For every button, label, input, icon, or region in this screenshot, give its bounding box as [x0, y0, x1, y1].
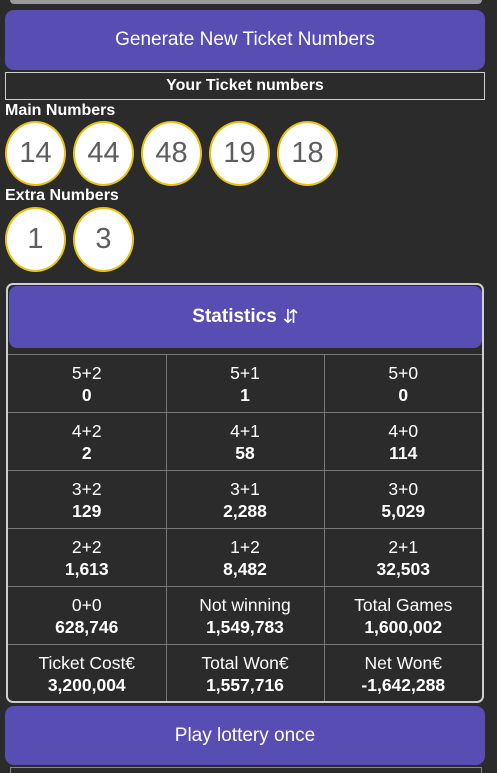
- stat-cell: 3+0 5,029: [323, 470, 482, 529]
- sort-arrows-icon: ⇵: [282, 306, 299, 328]
- table-row: Ticket Cost€ 3,200,004 Total Won€ 1,557,71…: [8, 644, 482, 701]
- statistics-title: Statistics: [192, 306, 277, 327]
- stat-label: 0+0: [71, 594, 102, 615]
- stat-value: 1,613: [64, 558, 109, 579]
- main-number-ball: 19: [209, 121, 270, 186]
- stat-cell: 3+2 129: [8, 470, 167, 529]
- stat-label: 4+2: [71, 420, 102, 441]
- main-number-ball: 14: [5, 121, 66, 186]
- stat-cell: 3+1 2,288: [165, 470, 325, 529]
- stat-value: 3,200,004: [47, 674, 126, 695]
- stat-label: 3+0: [388, 478, 419, 499]
- stat-label: 3+1: [230, 478, 260, 499]
- stat-cell: 4+2 2: [8, 412, 167, 471]
- stat-value: 628,746: [55, 616, 119, 637]
- statistics-panel: Statistics ⇵ 5+2 0 5+1 1 5+0 0 4+2 2 4+1 58 4…: [6, 283, 484, 703]
- stat-value: 8,482: [223, 558, 267, 579]
- stat-cell: 1+2 8,482: [165, 528, 325, 587]
- stat-value: 2,288: [223, 500, 267, 521]
- stat-value: 0: [81, 384, 92, 405]
- generate-ticket-button[interactable]: Generate New Ticket Numbers: [5, 10, 485, 70]
- top-strip: [10, 0, 482, 4]
- stat-cell: Ticket Cost€ 3,200,004: [8, 644, 167, 701]
- table-row: 0+0 628,746 Not winning 1,549,783 Total Ga…: [8, 586, 482, 645]
- stat-label: 2+1: [388, 536, 419, 557]
- extra-numbers-label: Extra Numbers: [5, 187, 119, 204]
- main-number-ball: 48: [141, 121, 202, 186]
- table-row: 3+2 129 3+1 2,288 3+0 5,029: [8, 470, 482, 529]
- table-row: 4+2 2 4+1 58 4+0 114: [8, 412, 482, 471]
- extra-numbers: 1 3: [5, 207, 141, 272]
- main-number-ball: 18: [277, 121, 338, 186]
- stat-label: 2+2: [71, 536, 102, 557]
- stat-value: 2: [81, 442, 92, 463]
- stat-value: 1,557,716: [206, 674, 284, 695]
- statistics-table: 5+2 0 5+1 1 5+0 0 4+2 2 4+1 58 4+0 114 3+2 129 …: [8, 354, 482, 701]
- stat-label: 4+1: [230, 420, 260, 441]
- stat-label: Ticket Cost€: [38, 652, 136, 673]
- stat-value: 5,029: [381, 500, 426, 521]
- statistics-toggle-button[interactable]: Statistics ⇵: [9, 286, 482, 348]
- table-row: 5+2 0 5+1 1 5+0 0: [8, 354, 482, 413]
- extra-number-ball: 1: [5, 207, 66, 272]
- stat-label: Net Won€: [364, 652, 443, 673]
- main-number-ball: 44: [73, 121, 134, 186]
- stat-value: 1,600,002: [364, 616, 443, 637]
- stat-label: 4+0: [388, 420, 419, 441]
- bottom-strip: [10, 767, 482, 773]
- stat-cell: 0+0 628,746: [8, 586, 167, 645]
- stat-value: 129: [72, 500, 102, 521]
- stat-label: Total Won€: [201, 652, 289, 673]
- play-lottery-button[interactable]: Play lottery once: [5, 706, 485, 765]
- stat-label: Not winning: [199, 594, 291, 615]
- stat-value: 1: [240, 384, 250, 405]
- stat-label: 5+2: [71, 362, 102, 383]
- main-numbers: 14 44 48 19 18: [5, 121, 345, 186]
- stat-label: 1+2: [230, 536, 260, 557]
- stat-value: -1,642,288: [361, 674, 446, 695]
- stat-cell: Not winning 1,549,783: [165, 586, 325, 645]
- stat-cell: 5+2 0: [8, 354, 167, 413]
- extra-number-ball: 3: [73, 207, 134, 272]
- stat-cell: 5+1 1: [165, 354, 325, 413]
- main-numbers-label: Main Numbers: [5, 102, 116, 119]
- stat-label: 5+0: [388, 362, 419, 383]
- stat-label: 5+1: [230, 362, 260, 383]
- stat-cell: 2+2 1,613: [8, 528, 167, 587]
- stat-value: 58: [235, 442, 255, 463]
- ticket-header: Your Ticket numbers: [5, 72, 485, 100]
- stat-label: 3+2: [71, 478, 102, 499]
- stat-cell: 4+1 58: [165, 412, 325, 471]
- table-row: 2+2 1,613 1+2 8,482 2+1 32,503: [8, 528, 482, 587]
- stat-cell: Net Won€ -1,642,288: [323, 644, 482, 701]
- stat-cell: Total Games 1,600,002: [323, 586, 482, 645]
- stat-value: 32,503: [376, 558, 431, 579]
- stat-value: 114: [389, 442, 418, 463]
- stat-value: 0: [398, 384, 409, 405]
- stat-cell: 5+0 0: [323, 354, 482, 413]
- stat-cell: 2+1 32,503: [323, 528, 482, 587]
- stat-value: 1,549,783: [206, 616, 284, 637]
- stat-cell: 4+0 114: [323, 412, 482, 471]
- stat-label: Total Games: [354, 594, 453, 615]
- stat-cell: Total Won€ 1,557,716: [165, 644, 325, 701]
